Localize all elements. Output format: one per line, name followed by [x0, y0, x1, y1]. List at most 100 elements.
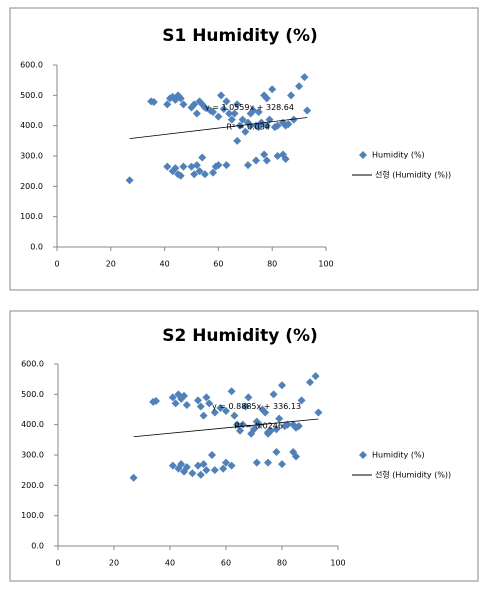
- point: [176, 171, 185, 180]
- y-tick-label: 100.0: [20, 212, 43, 221]
- y-tick-label: 200.0: [20, 182, 43, 191]
- point: [272, 447, 281, 456]
- x-tick-label: 80: [277, 559, 287, 568]
- point: [227, 387, 236, 396]
- trend-r2: R² = 0.0246: [234, 422, 283, 431]
- point: [171, 164, 180, 173]
- point: [233, 136, 242, 145]
- point: [227, 115, 236, 124]
- point: [314, 408, 323, 417]
- x-tick-label: 40: [160, 260, 170, 269]
- x-tick-label: 0: [55, 559, 60, 568]
- legend-marker: [359, 451, 367, 459]
- y-tick-label: 400.0: [21, 420, 44, 429]
- y-tick-label: 0.0: [30, 243, 43, 252]
- y-tick-label: 300.0: [21, 451, 44, 460]
- point: [214, 161, 223, 170]
- x-tick-label: 20: [109, 559, 119, 568]
- point: [272, 425, 281, 434]
- point: [261, 408, 270, 417]
- point: [295, 82, 304, 91]
- point: [194, 396, 202, 405]
- point: [222, 97, 231, 106]
- point: [303, 106, 312, 115]
- point: [241, 127, 250, 136]
- point: [149, 98, 158, 107]
- point: [176, 94, 185, 103]
- legend-marker: [359, 151, 367, 159]
- point: [284, 120, 293, 129]
- point: [205, 399, 214, 408]
- point: [236, 426, 244, 435]
- x-tick-label: 60: [221, 559, 231, 568]
- point: [283, 420, 292, 429]
- point: [200, 170, 209, 179]
- point: [202, 393, 211, 402]
- x-tick-label: 0: [54, 260, 59, 269]
- point: [264, 428, 272, 437]
- point: [300, 73, 309, 82]
- point: [262, 94, 271, 103]
- y-tick-label: 500.0: [20, 91, 43, 100]
- point: [210, 408, 219, 417]
- point: [219, 104, 228, 113]
- point: [252, 156, 261, 165]
- point: [230, 411, 239, 420]
- point: [246, 109, 255, 118]
- chart-title: S2 Humidity (%): [162, 326, 318, 346]
- point: [194, 461, 202, 470]
- point: [260, 150, 269, 159]
- point: [190, 100, 199, 109]
- point: [152, 397, 160, 406]
- point: [292, 452, 300, 461]
- point: [241, 402, 250, 411]
- point: [275, 414, 284, 423]
- point: [179, 162, 188, 171]
- point: [125, 176, 134, 185]
- trend-equation: y = 1.0559x + 328.64: [205, 103, 294, 112]
- point: [180, 391, 188, 400]
- x-tick-label: 20: [106, 260, 116, 269]
- point: [244, 393, 253, 402]
- point: [222, 458, 230, 467]
- chart-frame: [9, 310, 479, 582]
- trend-r2: R² = 0.034: [226, 123, 269, 132]
- point: [222, 161, 231, 170]
- x-tick-label: 60: [213, 260, 223, 269]
- point: [192, 161, 201, 170]
- y-tick-label: 600.0: [20, 61, 43, 70]
- y-tick-label: 300.0: [20, 152, 43, 161]
- point: [294, 422, 303, 431]
- y-tick-label: 100.0: [21, 511, 44, 520]
- point: [219, 464, 228, 473]
- y-tick-label: 400.0: [20, 121, 43, 130]
- point: [192, 109, 201, 118]
- trendline: [129, 117, 308, 140]
- y-tick-label: 200.0: [21, 481, 44, 490]
- point: [281, 155, 290, 164]
- point: [182, 400, 191, 409]
- point: [199, 460, 208, 469]
- point: [200, 103, 209, 112]
- point: [262, 121, 271, 130]
- point: [188, 469, 197, 478]
- y-tick-label: 500.0: [21, 390, 44, 399]
- point: [273, 121, 282, 130]
- point: [208, 451, 216, 459]
- point: [252, 458, 261, 467]
- point: [278, 460, 286, 469]
- point: [195, 167, 204, 176]
- point: [227, 461, 236, 470]
- point: [233, 100, 242, 109]
- point: [262, 156, 271, 165]
- point: [129, 473, 138, 482]
- point: [168, 461, 177, 470]
- point: [230, 109, 239, 118]
- point: [297, 396, 306, 405]
- trend-equation: y = 0.8885x + 336.13: [212, 402, 301, 411]
- point: [238, 115, 247, 124]
- point: [199, 411, 208, 420]
- point: [254, 108, 263, 117]
- point: [287, 91, 296, 100]
